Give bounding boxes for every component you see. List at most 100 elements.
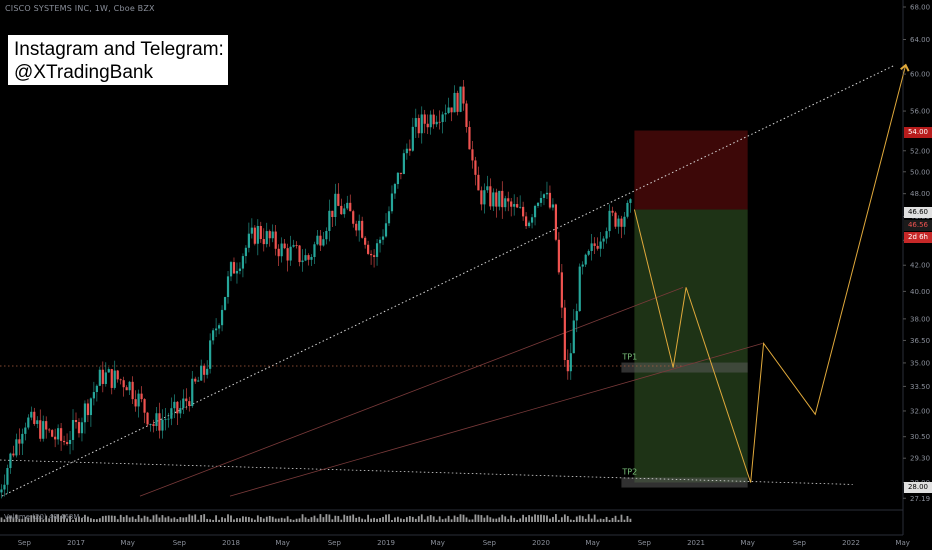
candle-body bbox=[593, 243, 596, 246]
target-price-tag: 28.00 bbox=[904, 482, 932, 493]
price-tick-label: 40.00 bbox=[910, 288, 930, 296]
volume-bar bbox=[623, 519, 626, 522]
volume-bar bbox=[15, 514, 18, 522]
candle bbox=[414, 108, 417, 138]
candle bbox=[435, 115, 438, 128]
time-tick-label: 2021 bbox=[687, 539, 705, 547]
candle bbox=[12, 445, 15, 458]
candle-body bbox=[569, 353, 572, 372]
volume-bar bbox=[477, 514, 480, 522]
candle-body bbox=[405, 148, 408, 154]
candle bbox=[155, 407, 158, 431]
candle-body bbox=[372, 255, 376, 257]
volume-bar bbox=[543, 515, 545, 522]
candle bbox=[402, 149, 405, 175]
candle bbox=[229, 260, 233, 282]
candle-body bbox=[289, 246, 292, 261]
candle bbox=[590, 233, 593, 261]
volume-bar bbox=[426, 516, 429, 522]
candle-body bbox=[468, 126, 471, 150]
candle-body bbox=[346, 202, 349, 209]
volume-bar bbox=[75, 517, 77, 522]
volume-bar bbox=[194, 514, 197, 522]
volume-bar bbox=[262, 518, 265, 522]
candle-body bbox=[387, 211, 391, 224]
entry-price-tag: 46.60 bbox=[904, 207, 932, 218]
volume-bar bbox=[66, 518, 68, 522]
candle bbox=[405, 143, 408, 160]
volume-bar bbox=[355, 517, 358, 522]
candle bbox=[501, 181, 504, 219]
volume-bar bbox=[587, 514, 590, 522]
volume-bar bbox=[81, 517, 83, 522]
candle bbox=[149, 423, 152, 432]
projection-path[interactable] bbox=[633, 63, 910, 483]
candle-body bbox=[244, 247, 248, 257]
volume-bar bbox=[432, 516, 435, 522]
candle bbox=[274, 225, 277, 256]
volume-bar bbox=[212, 519, 215, 522]
target-zone bbox=[634, 209, 748, 483]
candle-body bbox=[212, 330, 215, 341]
candle bbox=[18, 428, 21, 456]
candle-body bbox=[411, 126, 414, 151]
candle-body bbox=[417, 118, 420, 134]
candle bbox=[489, 178, 492, 210]
volume-bar bbox=[242, 516, 244, 522]
volume-bar bbox=[170, 518, 173, 522]
candle bbox=[125, 385, 128, 391]
candle bbox=[584, 253, 587, 268]
position-zones[interactable]: TP1 TP2 bbox=[621, 130, 748, 488]
volume-bar bbox=[513, 517, 516, 522]
volume-bar bbox=[531, 516, 533, 522]
volume-bar bbox=[361, 518, 364, 522]
volume-bar bbox=[566, 516, 569, 522]
candle-body bbox=[623, 216, 626, 227]
volume-bar bbox=[584, 518, 587, 522]
price-tick-label: 64.00 bbox=[910, 36, 930, 44]
candle-body bbox=[86, 403, 90, 416]
candle-body bbox=[62, 440, 66, 443]
volume-bar bbox=[51, 514, 54, 522]
volume-bar bbox=[411, 516, 414, 522]
candle-body bbox=[599, 241, 602, 249]
volume-bar bbox=[450, 519, 453, 522]
candle bbox=[45, 416, 48, 439]
volume-bar bbox=[286, 516, 289, 522]
candle-body bbox=[280, 243, 283, 257]
volume-bar bbox=[528, 515, 530, 522]
candle-body bbox=[590, 243, 593, 251]
candle-body bbox=[322, 239, 325, 246]
candle bbox=[343, 204, 346, 218]
volume-bar bbox=[325, 514, 328, 522]
projection-arrowhead bbox=[900, 63, 910, 72]
candle-body bbox=[71, 419, 75, 440]
candle bbox=[226, 271, 230, 304]
candle-body bbox=[104, 372, 107, 384]
candle-body bbox=[358, 220, 361, 231]
target-band bbox=[621, 477, 748, 488]
candle bbox=[101, 361, 104, 393]
candle bbox=[158, 402, 161, 439]
price-tick-label: 56.00 bbox=[910, 108, 930, 116]
candle-body bbox=[480, 190, 483, 205]
candle bbox=[27, 414, 30, 430]
candle-body bbox=[355, 223, 358, 231]
candle bbox=[542, 193, 546, 206]
candle-body bbox=[182, 398, 185, 409]
candle-body bbox=[149, 424, 152, 425]
volume-bar bbox=[483, 517, 486, 522]
candle bbox=[74, 412, 78, 429]
candle-body bbox=[438, 121, 441, 123]
volume-bars bbox=[0, 514, 632, 522]
candle bbox=[77, 418, 81, 438]
candle-body bbox=[444, 112, 447, 115]
candle bbox=[15, 433, 18, 458]
candle bbox=[206, 360, 209, 379]
candle bbox=[54, 428, 57, 448]
candle bbox=[441, 111, 444, 134]
candle bbox=[361, 216, 364, 239]
candle bbox=[80, 417, 84, 442]
price-tick-label: 68.00 bbox=[910, 4, 930, 12]
